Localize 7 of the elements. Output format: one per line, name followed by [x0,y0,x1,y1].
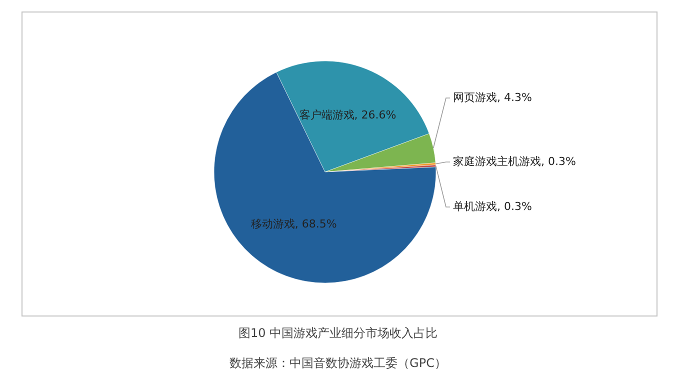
slice-label: 单机游戏, 0.3% [453,200,532,214]
slice-label: 家庭游戏主机游戏, 0.3% [453,155,576,168]
source-note: 数据来源：中国音数协游戏工委（GPC） [230,356,446,370]
text: 图10 中国游戏产业细分市场收入占比 [238,326,438,340]
slice-label: 移动游戏, 68.5% [250,217,337,231]
slice-label: 网页游戏, 4.3% [453,91,532,104]
slice-label: 客户端游戏, 26.6% [299,108,396,122]
